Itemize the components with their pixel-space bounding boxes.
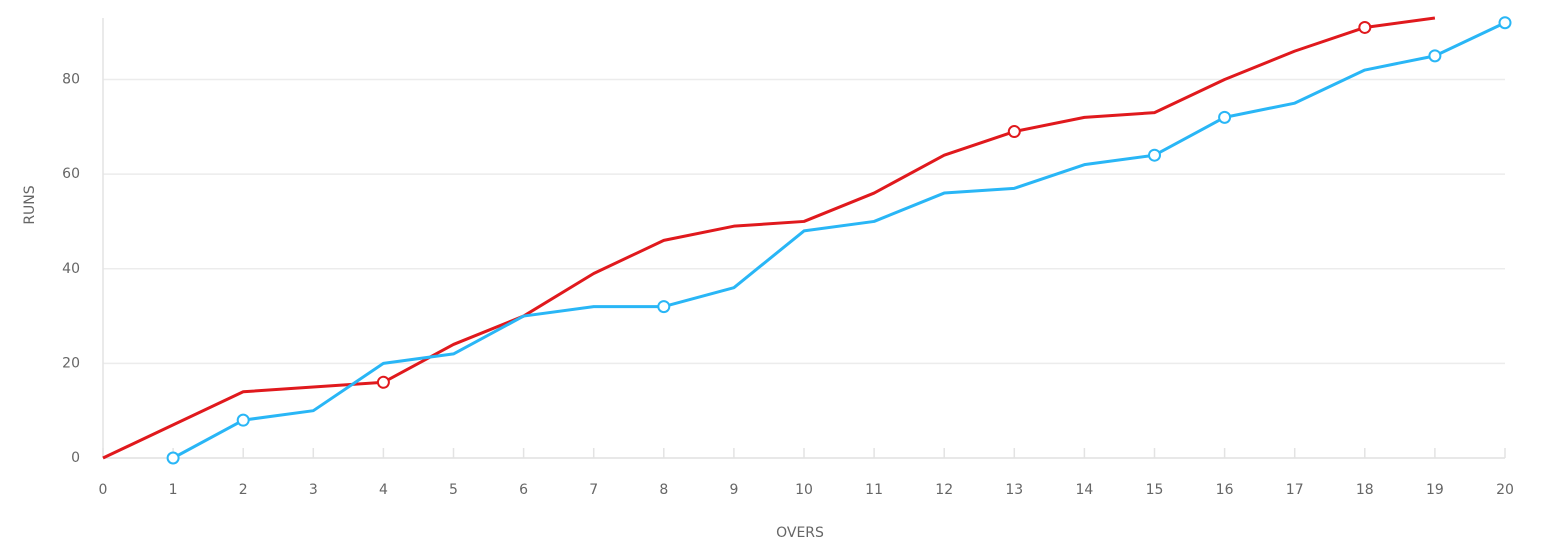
x-tick-label: 20 <box>1496 482 1514 498</box>
line <box>172 21 1506 460</box>
x-tick-label: 1 <box>169 482 178 498</box>
x-tick-label: 14 <box>1075 482 1093 498</box>
y-axis-label: RUNS <box>22 185 38 224</box>
wicket-marker <box>1428 49 1442 63</box>
x-tick-label: 18 <box>1356 482 1374 498</box>
wicket-marker <box>1148 148 1161 162</box>
x-axis-label: OVERS <box>776 525 824 540</box>
wicket-marker <box>166 451 180 465</box>
x-tick-label: 12 <box>935 482 953 498</box>
wicket-marker <box>376 375 390 389</box>
x-tick-label: 5 <box>449 482 458 498</box>
wicket-marker <box>1007 125 1021 139</box>
x-tick-label: 15 <box>1146 482 1164 498</box>
wicket-marker <box>236 413 250 427</box>
x-tick-label: 8 <box>659 482 668 498</box>
y-tick-label: 80 <box>62 72 80 88</box>
y-tick-label: 0 <box>71 450 80 466</box>
x-tick-label: 19 <box>1426 482 1444 498</box>
x-tick-label: 16 <box>1216 482 1234 498</box>
x-tick-label: 9 <box>729 482 738 498</box>
wicket-marker <box>1358 20 1372 34</box>
x-tick-label: 13 <box>1005 482 1023 498</box>
x-tick-label: 4 <box>379 482 388 498</box>
line <box>102 16 1436 460</box>
wicket-marker <box>657 300 671 314</box>
y-tick-label: 20 <box>62 355 80 371</box>
x-tick-label: 7 <box>589 482 598 498</box>
x-tick-label: 6 <box>519 482 528 498</box>
y-tick-label: 40 <box>62 261 80 277</box>
wicket-marker <box>1498 16 1512 30</box>
wicket-marker <box>1218 110 1232 124</box>
y-tick-label: 60 <box>62 166 80 182</box>
x-tick-label: 10 <box>795 482 813 498</box>
x-tick-label: 2 <box>239 482 248 498</box>
x-tick-label: 17 <box>1286 482 1304 498</box>
x-tick-label: 0 <box>99 482 108 498</box>
x-tick-label: 3 <box>309 482 318 498</box>
x-tick-label: 11 <box>865 482 883 498</box>
